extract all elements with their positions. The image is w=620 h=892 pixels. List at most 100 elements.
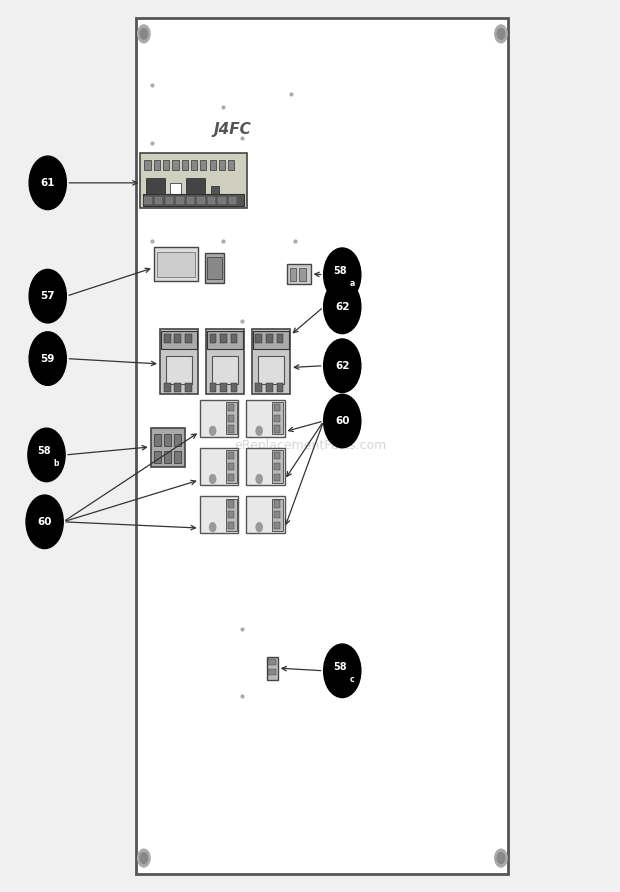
Bar	[274, 452, 280, 459]
Bar	[274, 415, 280, 422]
Bar	[191, 160, 197, 170]
Bar	[266, 383, 273, 392]
Bar	[255, 334, 262, 343]
Text: 59: 59	[40, 353, 55, 364]
Bar	[277, 334, 283, 343]
Bar	[299, 268, 306, 281]
Bar	[228, 404, 234, 411]
Circle shape	[210, 426, 216, 435]
Circle shape	[140, 853, 148, 863]
Bar	[154, 160, 160, 170]
Bar	[246, 496, 285, 533]
Bar	[274, 404, 280, 411]
Bar	[274, 522, 280, 529]
Bar	[231, 383, 237, 392]
Bar	[155, 197, 162, 204]
Circle shape	[497, 29, 505, 39]
Bar	[208, 197, 215, 204]
Circle shape	[256, 426, 262, 435]
Bar	[164, 434, 171, 446]
Circle shape	[28, 428, 65, 482]
Bar	[231, 334, 237, 343]
Bar	[219, 160, 225, 170]
Bar	[157, 252, 195, 277]
Circle shape	[138, 849, 150, 867]
Bar	[246, 448, 285, 485]
Bar	[228, 522, 234, 529]
Bar	[211, 186, 219, 197]
Bar	[290, 268, 296, 281]
Circle shape	[210, 475, 216, 483]
Bar	[220, 383, 227, 392]
Circle shape	[497, 853, 505, 863]
Text: 58: 58	[333, 662, 347, 673]
Bar	[154, 451, 161, 463]
Bar	[146, 178, 165, 200]
Bar	[166, 356, 192, 384]
Text: 58: 58	[37, 446, 51, 457]
Bar	[226, 402, 237, 434]
Bar	[154, 247, 198, 281]
Bar	[226, 450, 237, 483]
Text: b: b	[54, 459, 59, 468]
Bar	[277, 383, 283, 392]
Bar	[200, 400, 238, 437]
Bar	[176, 197, 184, 204]
Text: 62: 62	[335, 301, 350, 312]
Text: 62: 62	[335, 360, 350, 371]
Bar	[228, 415, 234, 422]
Bar	[272, 450, 283, 483]
Text: 61: 61	[40, 178, 55, 188]
Circle shape	[140, 29, 148, 39]
Circle shape	[138, 25, 150, 43]
Circle shape	[324, 280, 361, 334]
Circle shape	[29, 156, 66, 210]
Text: a: a	[350, 279, 355, 288]
Bar	[229, 197, 236, 204]
Bar	[212, 356, 238, 384]
Circle shape	[324, 644, 361, 698]
Bar	[228, 160, 234, 170]
Bar	[267, 657, 278, 680]
Bar	[170, 183, 181, 197]
FancyBboxPatch shape	[136, 18, 508, 874]
Bar	[163, 160, 169, 170]
Bar	[274, 425, 280, 433]
Circle shape	[324, 394, 361, 448]
Bar	[200, 160, 206, 170]
Bar	[200, 496, 238, 533]
Bar	[268, 669, 276, 675]
Bar	[185, 334, 192, 343]
Bar	[255, 383, 262, 392]
Text: J4FC: J4FC	[213, 122, 252, 136]
Bar	[218, 197, 226, 204]
Bar	[228, 425, 234, 433]
Bar	[207, 331, 243, 349]
Bar	[252, 329, 290, 394]
Circle shape	[210, 523, 216, 532]
Bar	[166, 197, 173, 204]
Circle shape	[29, 269, 66, 323]
Bar	[172, 160, 179, 170]
Bar	[287, 264, 311, 284]
Circle shape	[26, 495, 63, 549]
Bar	[228, 474, 234, 481]
Bar	[246, 400, 285, 437]
Bar	[210, 383, 216, 392]
Bar	[253, 331, 289, 349]
Bar	[228, 452, 234, 459]
Circle shape	[324, 248, 361, 301]
Bar	[197, 197, 205, 204]
Bar	[144, 160, 151, 170]
Circle shape	[256, 475, 262, 483]
Bar	[164, 334, 170, 343]
Bar	[143, 194, 244, 206]
Bar	[164, 451, 171, 463]
Text: 57: 57	[40, 291, 55, 301]
Bar	[174, 451, 181, 463]
Bar	[205, 253, 224, 283]
Bar	[274, 500, 280, 508]
Bar	[274, 474, 280, 481]
Bar	[160, 329, 198, 394]
FancyBboxPatch shape	[140, 153, 247, 208]
